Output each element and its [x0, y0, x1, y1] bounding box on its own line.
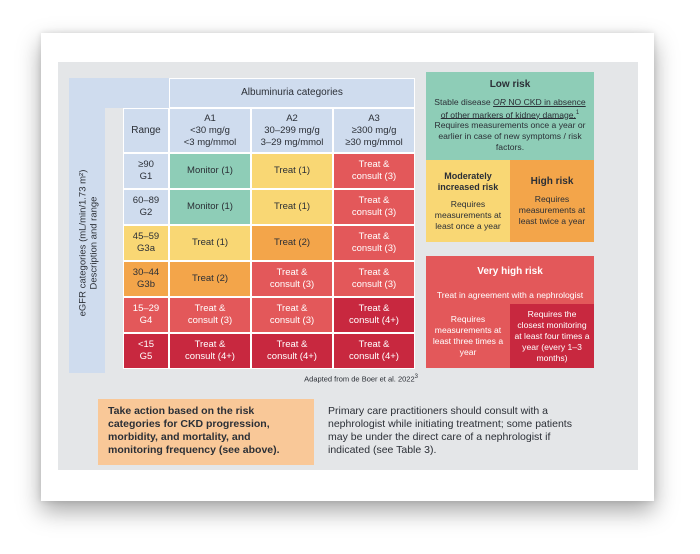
high-risk-box: High risk Requires measurements at least…: [510, 160, 594, 242]
cell-g2-a3: Treat & consult (3): [333, 189, 415, 225]
low-risk-box: Low risk Stable disease OR NO CKD in abs…: [426, 72, 594, 160]
low-risk-title: Low risk: [489, 78, 531, 90]
egfr-axis-label: eGFR categories (mL/min/1.73 m²) Descrip…: [77, 169, 100, 317]
column-header-a3: A3 ≥300 mg/g ≥30 mg/mmol: [333, 108, 415, 153]
row-label-g3a: 45–59 G3a: [123, 225, 169, 261]
column-header-a2: A2 30–299 mg/g 3–29 mg/mmol: [251, 108, 333, 153]
cell-g5-a1: Treat & consult (4+): [169, 333, 251, 369]
range-label: Range: [123, 108, 169, 153]
cell-g1-a1: Monitor (1): [169, 153, 251, 189]
source-citation: Adapted from de Boer et al. 20223: [304, 374, 418, 384]
cell-g1-a2: Treat (1): [251, 153, 333, 189]
action-box: Take action based on the risk categories…: [98, 399, 314, 465]
cell-g3a-a1: Treat (1): [169, 225, 251, 261]
cell-g2-a1: Monitor (1): [169, 189, 251, 225]
cell-g5-a3: Treat & consult (4+): [333, 333, 415, 369]
very-high-risk-text: Treat in agreement with a nephrologist: [436, 290, 584, 300]
cell-g3a-a2: Treat (2): [251, 225, 333, 261]
row-label-g2: 60–89 G2: [123, 189, 169, 225]
cell-g3a-a3: Treat & consult (3): [333, 225, 415, 261]
header-corner: [105, 78, 169, 108]
cell-g3b-a3: Treat & consult (3): [333, 261, 415, 297]
column-header-a1: A1 <30 mg/g <3 mg/mmol: [169, 108, 251, 153]
row-label-g4: 15–29 G4: [123, 297, 169, 333]
row-label-g3b: 30–44 G3b: [123, 261, 169, 297]
very-high-risk-title: Very high risk: [477, 265, 543, 277]
cell-g1-a3: Treat & consult (3): [333, 153, 415, 189]
very-high-risk-right: Requires the closest monitoring at least…: [510, 304, 594, 368]
cell-g3b-a1: Treat (2): [169, 261, 251, 297]
cell-g3b-a2: Treat & consult (3): [251, 261, 333, 297]
cell-g4-a1: Treat & consult (3): [169, 297, 251, 333]
side-label-column: [69, 78, 105, 373]
cell-g2-a2: Treat (1): [251, 189, 333, 225]
albuminuria-header: Albuminuria categories: [169, 78, 415, 108]
consult-note: Primary care practitioners should consul…: [328, 405, 572, 456]
very-high-risk-left: Requires measurements at least three tim…: [432, 314, 504, 357]
cell-g5-a2: Treat & consult (4+): [251, 333, 333, 369]
row-label-g1: ≥90 G1: [123, 153, 169, 189]
ckd-figure-panel: Albuminuria categories Range A1 <30 mg/g…: [58, 62, 638, 470]
very-high-risk-box: Very high risk Treat in agreement with a…: [426, 256, 594, 368]
low-risk-text: Stable disease OR NO CKD in absence of o…: [434, 96, 586, 153]
row-label-g5: <15 G5: [123, 333, 169, 369]
moderate-risk-box: Moderately increased risk Requires measu…: [426, 160, 510, 242]
albuminuria-title: Albuminuria categories: [241, 87, 343, 98]
cell-g4-a2: Treat & consult (3): [251, 297, 333, 333]
cell-g4-a3: Treat & consult (4+): [333, 297, 415, 333]
